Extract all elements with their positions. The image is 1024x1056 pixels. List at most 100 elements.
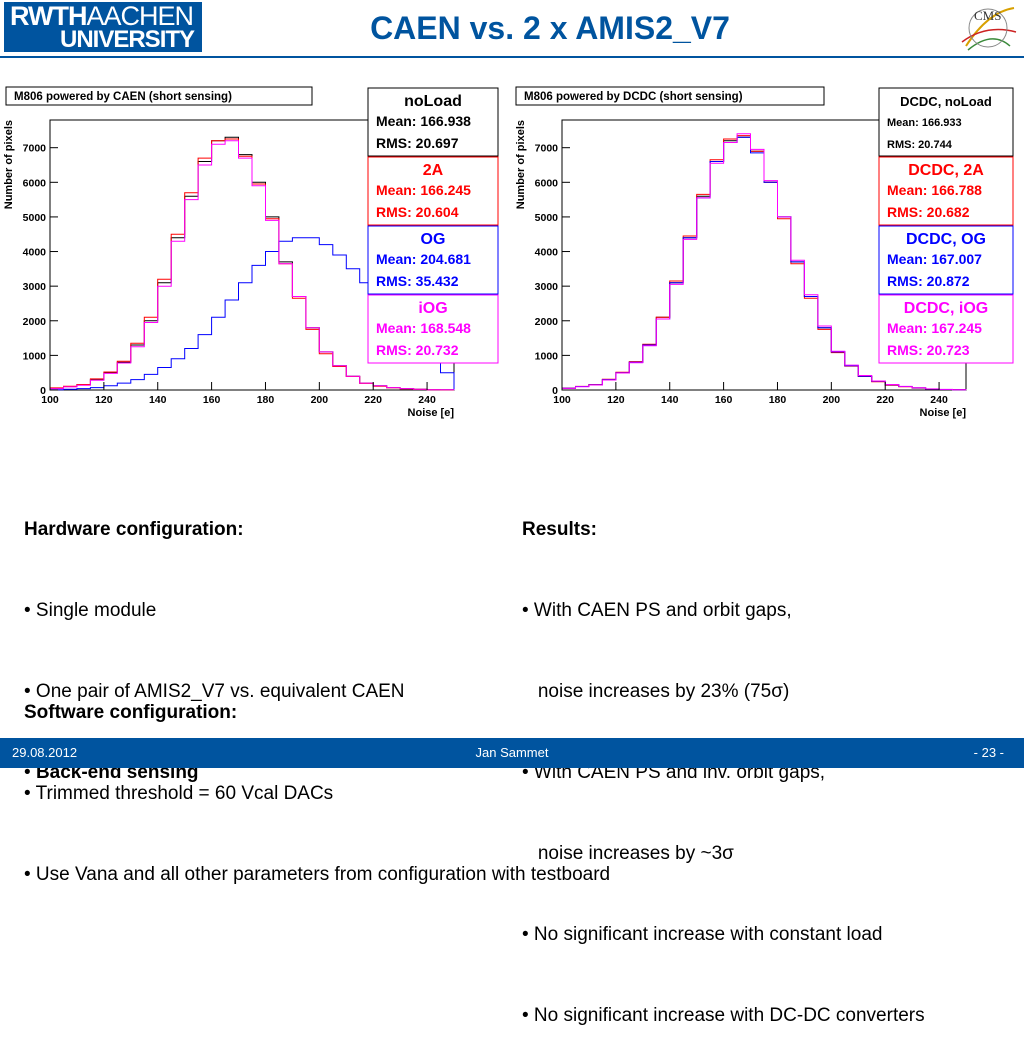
stat-box-name: DCDC, OG — [906, 231, 986, 248]
x-tick-label: 140 — [661, 394, 679, 406]
software-item: • Trimmed threshold = 60 Vcal DACs — [24, 783, 334, 804]
logo-university: UNIVERSITY — [60, 26, 195, 53]
x-tick-label: 100 — [553, 394, 571, 406]
x-axis-label: Noise [e] — [920, 407, 967, 419]
footer-date: 29.08.2012 — [12, 745, 78, 760]
stat-mean: Mean: 167.007 — [887, 251, 982, 267]
y-tick-label: 5000 — [535, 212, 559, 224]
stat-box-name: OG — [421, 231, 446, 248]
stat-box-name: noLoad — [404, 93, 462, 110]
results-line: noise increases by 23% (75σ) — [522, 681, 790, 702]
stat-box — [878, 87, 1014, 157]
x-tick-label: 180 — [769, 394, 787, 406]
stat-rms: RMS: 20.604 — [376, 204, 459, 220]
slide-header: RWTHAACHEN UNIVERSITY CAEN vs. 2 x AMIS2… — [0, 0, 1024, 58]
stat-rms: RMS: 20.732 — [376, 342, 459, 358]
y-tick-label: 7000 — [535, 143, 559, 155]
footer-author: Jan Sammet — [475, 745, 549, 760]
x-tick-label: 240 — [930, 394, 948, 406]
page-number: - 23 - — [973, 745, 1004, 760]
cms-logo: CMS — [958, 2, 1018, 52]
x-tick-label: 220 — [876, 394, 894, 406]
chart-title: M806 powered by CAEN (short sensing) — [14, 91, 232, 103]
stat-box-name: DCDC, noLoad — [900, 94, 992, 109]
chart-title-box — [5, 86, 313, 106]
x-tick-label: 200 — [823, 394, 841, 406]
x-tick-label: 140 — [149, 394, 167, 406]
chart-title: M806 powered by DCDC (short sensing) — [524, 91, 743, 103]
rwth-logo: RWTHAACHEN UNIVERSITY — [4, 2, 202, 52]
stat-box — [367, 156, 499, 226]
stat-mean: Mean: 166.938 — [376, 113, 471, 129]
stat-box — [367, 225, 499, 295]
x-tick-label: 200 — [311, 394, 329, 406]
software-heading: Software configuration: — [24, 702, 238, 723]
logo-rwth: RWTH — [10, 1, 87, 31]
stat-box-name: DCDC, 2A — [908, 162, 984, 179]
stat-rms: RMS: 20.682 — [887, 204, 970, 220]
y-tick-label: 7000 — [23, 143, 47, 155]
histogram-series-3 — [561, 133, 967, 391]
hardware-item: • One pair of AMIS2_V7 vs. equivalent CA… — [24, 681, 405, 702]
stat-rms: RMS: 20.697 — [376, 135, 459, 151]
x-tick-label: 240 — [418, 394, 436, 406]
y-tick-label: 2000 — [535, 316, 559, 328]
y-tick-label: 4000 — [23, 247, 47, 259]
chart-title-box — [515, 86, 825, 106]
y-tick-label: 3000 — [535, 281, 559, 293]
results-line: • No significant increase with DC-DC con… — [522, 1005, 925, 1026]
stat-rms: RMS: 20.872 — [887, 273, 970, 289]
y-axis-label: Number of pixels — [515, 120, 527, 209]
logo-aachen: AACHEN — [86, 1, 195, 31]
stat-mean: Mean: 168.548 — [376, 320, 471, 336]
y-tick-label: 4000 — [535, 247, 559, 259]
stat-mean: Mean: 166.788 — [887, 182, 982, 198]
x-tick-label: 120 — [607, 394, 625, 406]
software-configuration: Software configuration: • Trimmed thresh… — [24, 645, 610, 915]
stat-rms: RMS: 20.723 — [887, 342, 970, 358]
stat-box — [878, 294, 1014, 364]
y-tick-label: 1000 — [535, 350, 559, 362]
y-tick-label: 0 — [552, 385, 558, 397]
y-axis-label: Number of pixels — [3, 120, 15, 209]
hardware-heading: Hardware configuration: — [24, 519, 244, 540]
stat-rms: RMS: 35.432 — [376, 273, 459, 289]
stat-mean: Mean: 167.245 — [887, 320, 982, 336]
stat-mean: Mean: 166.933 — [887, 117, 962, 129]
x-tick-label: 160 — [715, 394, 733, 406]
x-tick-label: 220 — [364, 394, 382, 406]
x-axis-label: Noise [e] — [408, 407, 455, 419]
stat-box-name: DCDC, iOG — [904, 300, 988, 317]
stat-mean: Mean: 204.681 — [376, 251, 471, 267]
y-tick-label: 6000 — [535, 177, 559, 189]
results-line: • With CAEN PS and orbit gaps, — [522, 600, 792, 621]
stat-box — [878, 225, 1014, 295]
stat-box-name: iOG — [418, 300, 447, 317]
y-tick-label: 5000 — [23, 212, 47, 224]
y-tick-label: 6000 — [23, 177, 47, 189]
cms-label: CMS — [974, 8, 1001, 23]
stat-box-name: 2A — [423, 162, 444, 179]
x-tick-label: 100 — [41, 394, 59, 406]
results-heading: Results: — [522, 519, 597, 540]
x-tick-label: 180 — [257, 394, 275, 406]
stat-box — [878, 156, 1014, 226]
caen-histogram: M806 powered by CAEN (short sensing) 100 1… — [3, 86, 499, 419]
x-tick-label: 160 — [203, 394, 221, 406]
hardware-item: • Single module — [24, 600, 157, 621]
stat-box — [367, 87, 499, 157]
y-tick-label: 3000 — [23, 281, 47, 293]
slide-title: CAEN vs. 2 x AMIS2_V7 — [370, 10, 730, 46]
stat-rms: RMS: 20.744 — [887, 139, 953, 151]
histogram-series-3 — [49, 140, 455, 391]
y-tick-label: 2000 — [23, 316, 47, 328]
stat-mean: Mean: 166.245 — [376, 182, 471, 198]
results-line: • No significant increase with constant … — [522, 924, 883, 945]
dcdc-histogram: M806 powered by DCDC (short sensing) 100 1… — [515, 86, 1014, 419]
software-item: • Use Vana and all other parameters from… — [24, 864, 611, 885]
stat-box — [367, 294, 499, 364]
y-tick-label: 1000 — [23, 350, 47, 362]
slide-footer: 29.08.2012 Jan Sammet - 23 - — [0, 738, 1024, 768]
x-tick-label: 120 — [95, 394, 113, 406]
y-tick-label: 0 — [40, 385, 46, 397]
